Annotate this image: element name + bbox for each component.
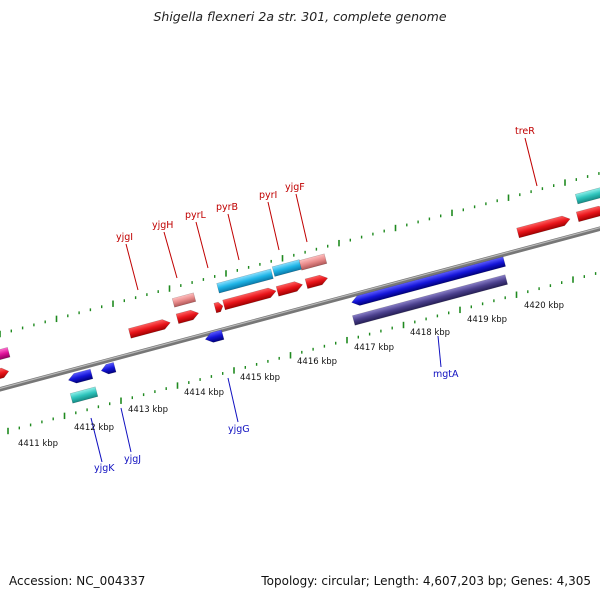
gene-label-treR: treR	[515, 126, 535, 137]
leader-line	[227, 377, 239, 423]
gene-label-mgtA: mgtA	[433, 369, 459, 380]
leader-line	[125, 243, 139, 291]
gene-feature-yjgG	[204, 329, 225, 343]
gene-feature-yjgF	[304, 274, 329, 289]
kbp-label: 4419 kbp	[467, 315, 507, 325]
accession-label: Accession: NC_004337	[9, 574, 146, 588]
genome-backbone	[0, 226, 600, 392]
rna-feature	[574, 185, 600, 205]
gene-feature-mgtA	[352, 274, 508, 326]
kbp-label: 4414 kbp	[184, 388, 224, 398]
kbp-labels: 4411 kbp 4412 kbp 4413 kbp 4414 kbp 4415…	[18, 301, 564, 449]
gene-label-yjgF: yjgF	[285, 182, 305, 193]
gene-label-yjgJ: yjgJ	[124, 454, 141, 465]
gene-label-yjgG: yjgG	[228, 424, 250, 435]
gene-feature	[0, 347, 11, 361]
gene-feature-yjgK	[67, 368, 94, 384]
kbp-label: 4417 kbp	[354, 343, 394, 353]
outer-tick-track	[0, 172, 600, 338]
rna-feature	[216, 268, 274, 294]
gene-feature	[575, 205, 600, 223]
kbp-label: 4413 kbp	[128, 405, 168, 415]
kbp-label: 4415 kbp	[240, 373, 280, 383]
gene-label-pyrL: pyrL	[185, 210, 207, 221]
leader-line	[295, 193, 308, 243]
leader-line	[524, 137, 538, 187]
gene-label-pyrB: pyrB	[216, 202, 238, 213]
gene-feature-treR	[516, 215, 571, 239]
inner-tick-track	[7, 272, 597, 435]
forward-gene-labels: yjgI yjgH pyrL pyrB pyrI yjgF treR	[116, 126, 535, 243]
gene-feature-pyrL	[213, 301, 224, 314]
gene-feature-yjgJ	[100, 362, 117, 375]
kbp-label: 4420 kbp	[524, 301, 564, 311]
leader-line	[120, 407, 132, 453]
kbp-label: 4416 kbp	[297, 357, 337, 367]
leader-line	[267, 201, 280, 251]
gene-feature-yjgH	[175, 309, 200, 324]
label-leader-lines	[90, 137, 538, 463]
leader-line	[437, 335, 442, 368]
leader-line	[90, 417, 103, 463]
gene-label-yjgK: yjgK	[94, 463, 115, 474]
rna-feature	[171, 292, 197, 308]
gene-label-yjgI: yjgI	[116, 232, 133, 243]
gene-label-pyrI: pyrI	[259, 190, 277, 201]
reverse-gene-labels: yjgK yjgJ yjgG mgtA	[94, 369, 459, 474]
rna-feature	[69, 386, 99, 404]
gene-feature-yjgI	[128, 319, 171, 339]
genome-summary: Topology: circular; Length: 4,607,203 bp…	[261, 574, 591, 588]
leader-line	[163, 231, 178, 279]
gene-label-yjgH: yjgH	[152, 220, 173, 231]
kbp-label: 4411 kbp	[18, 439, 58, 449]
kbp-label: 4412 kbp	[74, 423, 114, 433]
leader-line	[195, 221, 209, 269]
rna-feature	[298, 253, 328, 271]
gene-feature	[0, 367, 10, 380]
map-title: Shigella flexneri 2a str. 301, complete …	[153, 9, 447, 24]
gene-feature-pyrB	[222, 287, 277, 311]
gene-feature-pyrI	[275, 281, 303, 297]
leader-line	[227, 213, 240, 261]
gene-feature	[351, 256, 506, 306]
kbp-label: 4418 kbp	[410, 328, 450, 338]
rna-feature	[271, 259, 303, 277]
